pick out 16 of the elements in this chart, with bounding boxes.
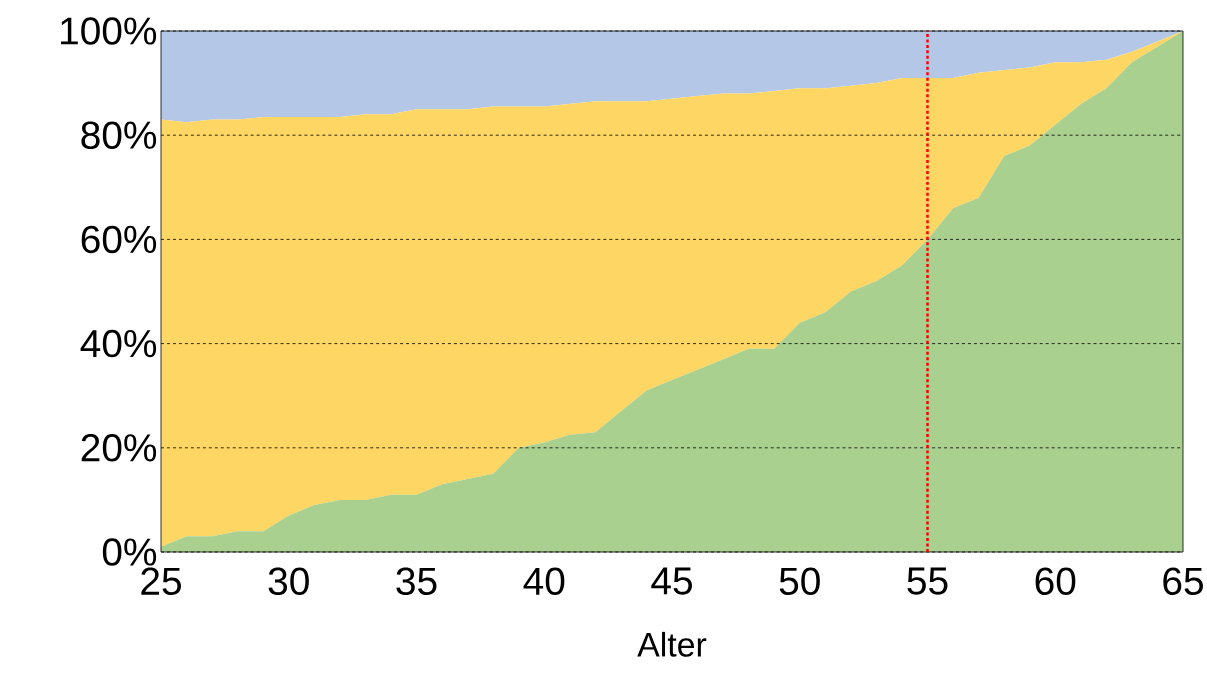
y-tick-label: 40%: [80, 329, 157, 358]
x-tick-label: 50: [779, 567, 820, 596]
y-tick-label: 60%: [81, 225, 157, 254]
x-tick-label: 30: [268, 567, 309, 596]
y-tick-label: 0%: [102, 538, 157, 566]
x-tick-label: 25: [141, 567, 181, 596]
x-tick-label: 35: [396, 567, 437, 596]
x-tick-label: 55: [907, 567, 948, 595]
x-tick-label: 40: [523, 567, 565, 596]
y-tick-label: 80%: [81, 121, 157, 149]
y-tick-label: 20%: [81, 434, 157, 462]
x-tick-label: 45: [651, 567, 692, 595]
y-tick-label: 100%: [61, 17, 157, 45]
x-tick-label: 65: [1163, 567, 1203, 596]
x-tick-label: 60: [1035, 567, 1076, 596]
x-axis-title: Alter: [637, 631, 707, 657]
